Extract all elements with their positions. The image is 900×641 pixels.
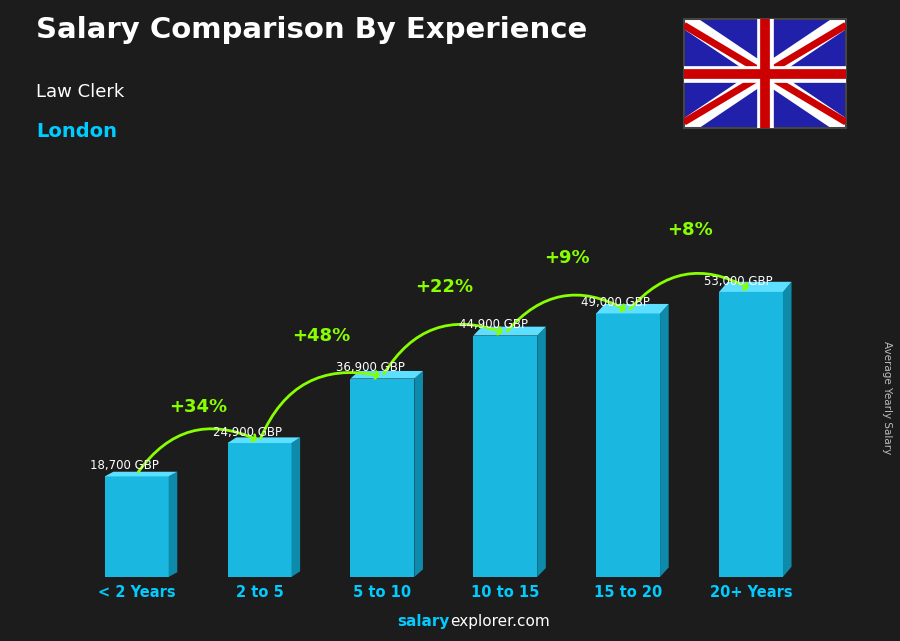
Polygon shape	[414, 371, 423, 577]
Polygon shape	[292, 437, 300, 577]
Polygon shape	[719, 282, 791, 292]
Text: Average Yearly Salary: Average Yearly Salary	[881, 341, 892, 454]
Text: 49,000 GBP: 49,000 GBP	[581, 296, 651, 309]
Text: +8%: +8%	[667, 221, 713, 239]
Bar	[719, 292, 783, 577]
Polygon shape	[350, 371, 423, 379]
Text: explorer.com: explorer.com	[450, 615, 550, 629]
Text: 24,900 GBP: 24,900 GBP	[213, 426, 282, 438]
Text: Salary Comparison By Experience: Salary Comparison By Experience	[36, 16, 587, 44]
Text: 44,900 GBP: 44,900 GBP	[459, 318, 527, 331]
Polygon shape	[537, 327, 545, 577]
Polygon shape	[596, 304, 669, 313]
Polygon shape	[228, 437, 300, 443]
Bar	[104, 476, 168, 577]
Bar	[473, 335, 537, 577]
Text: +48%: +48%	[292, 327, 350, 345]
Polygon shape	[660, 304, 669, 577]
Bar	[596, 313, 660, 577]
Polygon shape	[783, 282, 791, 577]
Text: 53,000 GBP: 53,000 GBP	[705, 274, 773, 288]
Text: +22%: +22%	[415, 278, 473, 296]
Text: 36,900 GBP: 36,900 GBP	[336, 362, 405, 374]
Polygon shape	[104, 472, 177, 476]
Bar	[228, 443, 292, 577]
Text: salary: salary	[398, 615, 450, 629]
Text: +9%: +9%	[544, 249, 590, 267]
Polygon shape	[168, 472, 177, 577]
Bar	[350, 379, 414, 577]
Text: 18,700 GBP: 18,700 GBP	[90, 459, 159, 472]
Polygon shape	[473, 327, 545, 335]
Text: London: London	[36, 122, 117, 141]
Text: +34%: +34%	[169, 398, 227, 416]
Text: Law Clerk: Law Clerk	[36, 83, 124, 101]
